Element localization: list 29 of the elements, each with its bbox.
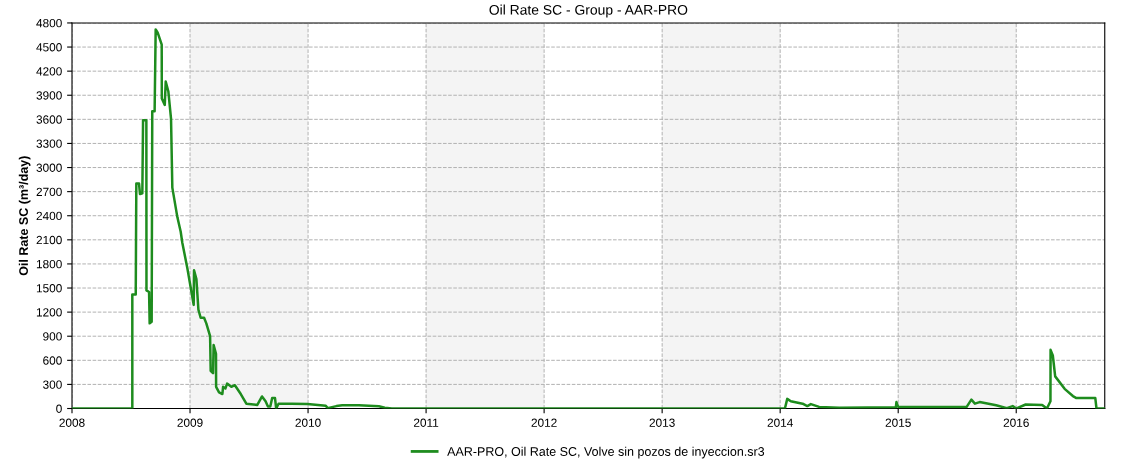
x-tick-label: 2016 bbox=[1003, 418, 1029, 427]
y-tick-label: 0 bbox=[56, 404, 62, 413]
x-tick-label: 2009 bbox=[177, 418, 203, 427]
x-tick-label: 2013 bbox=[649, 418, 675, 427]
x-tick-label: 2011 bbox=[413, 418, 439, 427]
chart-title: Oil Rate SC - Group - AAR-PRO bbox=[489, 4, 688, 18]
x-tick-label: 2015 bbox=[885, 418, 911, 427]
y-tick-label: 4800 bbox=[36, 18, 62, 28]
legend-label: AAR-PRO, Oil Rate SC, Volve sin pozos de inyeccion.sr3 bbox=[447, 446, 765, 459]
x-tick-label: 2008 bbox=[59, 418, 85, 427]
y-tick-label: 3000 bbox=[36, 163, 62, 172]
y-tick-label: 600 bbox=[43, 356, 62, 365]
y-tick-label: 3300 bbox=[36, 139, 62, 148]
y-tick-label: 2400 bbox=[36, 211, 62, 221]
y-tick-label: 300 bbox=[43, 380, 62, 389]
y-tick-label: 900 bbox=[43, 332, 62, 341]
y-tick-label: 1800 bbox=[36, 259, 62, 269]
y-tick-label: 1200 bbox=[36, 308, 62, 317]
y-tick-label: 2700 bbox=[36, 187, 62, 197]
y-tick-label: 1500 bbox=[36, 284, 62, 293]
x-tick-label: 2014 bbox=[767, 418, 793, 427]
y-axis-title: Oil Rate SC (m³/day) bbox=[18, 156, 31, 276]
y-tick-label: 3600 bbox=[36, 115, 62, 124]
y-tick-label: 2100 bbox=[36, 235, 62, 245]
x-tick-label: 2010 bbox=[295, 418, 321, 427]
x-tick-label: 2012 bbox=[531, 418, 557, 427]
y-tick-label: 4500 bbox=[36, 43, 62, 52]
y-tick-label: 3900 bbox=[36, 91, 62, 100]
y-tick-label: 4200 bbox=[36, 67, 62, 76]
